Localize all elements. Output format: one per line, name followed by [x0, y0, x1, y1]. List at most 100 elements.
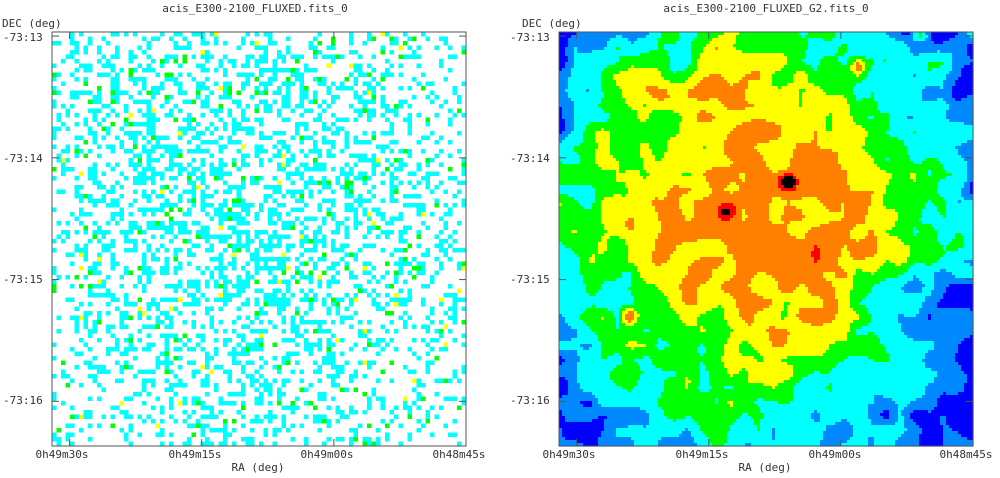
heatmap-cell — [958, 56, 962, 60]
heatmap-cell — [394, 113, 399, 118]
heatmap-cell — [733, 38, 737, 42]
heatmap-cell — [658, 35, 662, 39]
heatmap-cell — [299, 320, 304, 325]
heatmap-cell — [799, 44, 803, 48]
heatmap-cell — [65, 230, 70, 235]
heatmap-cell — [724, 35, 728, 39]
heatmap-cell — [898, 65, 902, 69]
heatmap-cell — [205, 356, 210, 361]
heatmap-cell — [778, 68, 782, 72]
heatmap-cell — [367, 293, 372, 298]
heatmap-cell — [376, 396, 381, 401]
heatmap-cell — [820, 47, 824, 51]
heatmap-cell — [916, 59, 920, 63]
heatmap-cell — [874, 74, 878, 78]
heatmap-cell — [52, 131, 57, 136]
heatmap-cell — [607, 50, 611, 54]
heatmap-cell — [385, 72, 390, 77]
heatmap-cell — [607, 38, 611, 42]
heatmap-cell — [214, 279, 219, 284]
heatmap-cell — [313, 36, 318, 41]
heatmap-cell — [133, 284, 138, 289]
heatmap-cell — [796, 71, 800, 75]
heatmap-cell — [313, 149, 318, 154]
heatmap-cell — [700, 47, 704, 51]
heatmap-cell — [967, 50, 971, 54]
heatmap-cell — [385, 234, 390, 239]
heatmap-cell — [416, 180, 421, 185]
heatmap-cell — [160, 63, 165, 68]
heatmap-cell — [182, 131, 187, 136]
heatmap-cell — [970, 47, 974, 51]
heatmap-cell — [613, 59, 617, 63]
heatmap-cell — [766, 50, 770, 54]
heatmap-cell — [919, 59, 923, 63]
heatmap-cell — [389, 149, 394, 154]
heatmap-cell — [910, 65, 914, 69]
heatmap-cell — [92, 270, 97, 275]
heatmap-cell — [133, 99, 138, 104]
heatmap-cell — [385, 131, 390, 136]
heatmap-cell — [146, 306, 151, 311]
heatmap-cell — [616, 56, 620, 60]
heatmap-cell — [227, 338, 232, 343]
heatmap-cell — [883, 44, 887, 48]
heatmap-cell — [949, 41, 953, 45]
heatmap-cell — [901, 41, 905, 45]
heatmap-cell — [380, 113, 385, 118]
heatmap-cell — [83, 252, 88, 257]
heatmap-cell — [376, 342, 381, 347]
heatmap-cell — [448, 167, 453, 172]
heatmap-cell — [362, 104, 367, 109]
heatmap-cell — [146, 279, 151, 284]
heatmap-cell — [137, 275, 142, 280]
heatmap-cell — [434, 329, 439, 334]
heatmap-cell — [173, 333, 178, 338]
heatmap-cell — [823, 53, 827, 57]
heatmap-cell — [850, 56, 854, 60]
heatmap-cell — [65, 423, 70, 428]
heatmap-cell — [196, 401, 201, 406]
heatmap-cell — [218, 297, 223, 302]
heatmap-cell — [385, 230, 390, 235]
heatmap-cell — [601, 68, 605, 72]
heatmap-cell — [883, 68, 887, 72]
heatmap-cell — [718, 56, 722, 60]
heatmap-cell — [191, 311, 196, 316]
heatmap-cell — [295, 122, 300, 127]
heatmap-cell — [142, 387, 147, 392]
heatmap-cell — [277, 68, 282, 73]
heatmap-cell — [733, 62, 737, 66]
heatmap-cell — [92, 171, 97, 176]
heatmap-cell — [412, 275, 417, 280]
heatmap-cell — [295, 311, 300, 316]
heatmap-cell — [236, 351, 241, 356]
heatmap-cell — [452, 338, 457, 343]
heatmap-cell — [308, 149, 313, 154]
heatmap-cell — [766, 38, 770, 42]
heatmap-cell — [196, 266, 201, 271]
heatmap-cell — [326, 423, 331, 428]
heatmap-cell — [169, 320, 174, 325]
heatmap-cell — [155, 72, 160, 77]
heatmap-cell — [448, 140, 453, 145]
heatmap-cell — [439, 230, 444, 235]
heatmap-cell — [322, 167, 327, 172]
heatmap-cell — [209, 270, 214, 275]
heatmap-cell — [787, 35, 791, 39]
heatmap-cell — [748, 71, 752, 75]
heatmap-cell — [421, 176, 426, 181]
heatmap-cell — [811, 50, 815, 54]
heatmap-cell — [331, 239, 336, 244]
heatmap-cell — [664, 71, 668, 75]
heatmap-cell — [643, 44, 647, 48]
heatmap-cell — [640, 71, 644, 75]
heatmap-cell — [340, 320, 345, 325]
heatmap-cell — [673, 59, 677, 63]
heatmap-cell — [205, 140, 210, 145]
heatmap-cell — [407, 86, 412, 91]
heatmap-cell — [583, 71, 587, 75]
heatmap-cell — [943, 56, 947, 60]
heatmap-cell — [688, 68, 692, 72]
heatmap-cell — [853, 35, 857, 39]
